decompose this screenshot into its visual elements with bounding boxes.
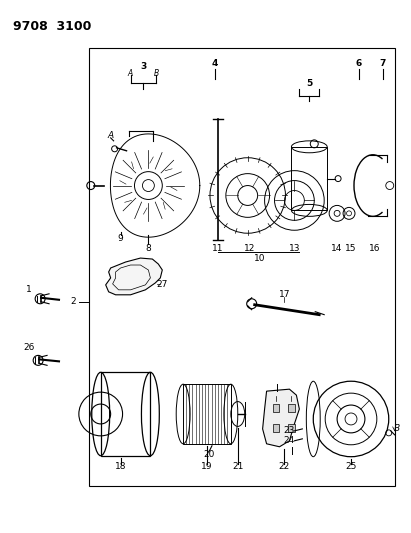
Text: 12: 12	[244, 244, 255, 253]
Text: 20: 20	[203, 450, 215, 459]
Text: 9: 9	[118, 233, 123, 243]
Bar	[272, 424, 279, 432]
Text: 23: 23	[284, 426, 295, 435]
Text: 10: 10	[254, 254, 266, 263]
Text: B: B	[154, 69, 159, 78]
Text: 27: 27	[157, 280, 168, 289]
Text: 24: 24	[284, 437, 295, 445]
Polygon shape	[106, 258, 162, 295]
Text: 11: 11	[212, 244, 224, 253]
Text: 19: 19	[201, 462, 213, 471]
Text: A: A	[108, 132, 114, 140]
Text: 5: 5	[306, 79, 312, 88]
Bar	[272, 404, 279, 412]
Bar	[101, 372, 150, 456]
Text: 2: 2	[70, 297, 76, 306]
Polygon shape	[263, 389, 299, 447]
Text: 25: 25	[345, 462, 357, 471]
Text: 14: 14	[331, 244, 343, 253]
Text: 6: 6	[356, 59, 362, 68]
Text: 3: 3	[140, 62, 147, 71]
Text: 15: 15	[345, 244, 357, 253]
Text: 1: 1	[26, 285, 32, 294]
Text: 13: 13	[289, 244, 300, 253]
Bar	[291, 147, 327, 211]
Text: 18: 18	[115, 462, 126, 471]
Bar	[289, 404, 296, 412]
Text: 9708  3100: 9708 3100	[13, 20, 92, 33]
Text: B: B	[394, 424, 400, 433]
Text: 17: 17	[279, 290, 290, 300]
Text: 4: 4	[212, 59, 218, 68]
Bar	[89, 49, 395, 486]
Polygon shape	[113, 265, 150, 290]
Text: 22: 22	[279, 462, 290, 471]
Text: 26: 26	[23, 343, 35, 352]
Text: 7: 7	[380, 59, 386, 68]
Text: A: A	[128, 69, 133, 78]
Bar	[289, 424, 296, 432]
Bar	[183, 384, 231, 444]
Text: 21: 21	[232, 462, 243, 471]
Text: 8: 8	[145, 244, 151, 253]
Text: 16: 16	[369, 244, 381, 253]
